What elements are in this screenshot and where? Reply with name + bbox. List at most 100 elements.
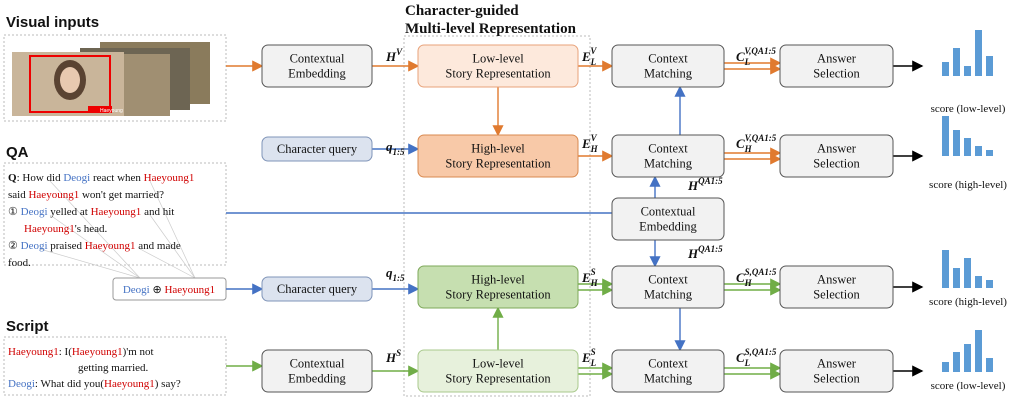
edge-label: CHV,QA1:5 [736, 133, 777, 154]
text-segment: said [8, 189, 28, 201]
text-segment: : How did [17, 172, 64, 184]
module-box [261, 349, 373, 393]
text-segment: Haeyoung1 [85, 240, 136, 252]
edge-label-sub: 1:5 [393, 273, 405, 283]
section-label: QA [6, 144, 29, 161]
text-segment: Deogi [21, 206, 48, 218]
edge-label-sub: L [744, 358, 751, 368]
edge-label: EHS [581, 267, 599, 288]
edge-label: q1:5 [386, 139, 405, 157]
text-line: food. [8, 257, 31, 269]
text-segment: Haeyoung1 [28, 189, 79, 201]
text-segment: Haeyoung1 [24, 223, 75, 235]
text-line: Haeyoung1's head. [24, 223, 107, 235]
score-label: score (low-level) [931, 380, 1006, 392]
module-frame [403, 35, 591, 397]
edge-label: ELS [581, 347, 597, 368]
edge-label-base: H [385, 49, 397, 64]
edge-label-base: E [581, 49, 591, 64]
edge-label-sub: 1:5 [393, 147, 405, 157]
edge-label-base: C [736, 136, 745, 151]
box-label: Embedding [639, 220, 697, 234]
edge-label: HQA1:5 [687, 176, 723, 193]
text-segment: : I( [59, 346, 72, 358]
edge-label-sup: S,QA1:5 [745, 347, 777, 357]
edge-label-sub: L [590, 358, 597, 368]
module-box [611, 265, 725, 309]
edge-label-sup: V,QA1:5 [744, 46, 776, 56]
box-label: High-level [471, 142, 525, 156]
edge-label-sup: S,QA1:5 [745, 267, 777, 277]
edge-label-base: q [386, 139, 393, 154]
text-line: Deogi ⊕ Haeyoung1 [123, 284, 215, 296]
edge-label-sub: H [590, 144, 599, 154]
edge-label-sup: S [591, 347, 596, 357]
score-label: score (low-level) [931, 103, 1006, 115]
text-segment: food. [8, 257, 31, 269]
text-segment: Q [8, 172, 17, 184]
box-label: Selection [813, 372, 860, 386]
text-segment: : What did you( [35, 378, 104, 390]
text-segment: Haeyoung1 [72, 346, 123, 358]
edge-label-base: C [736, 49, 745, 64]
text-segment: Haeyoung1 [164, 284, 215, 296]
text-segment: ) say? [155, 378, 181, 390]
text-line: Q: How did Deogi react when Haeyoung1 [8, 172, 194, 184]
box-label: Story Representation [445, 288, 551, 302]
edge-label-base: C [736, 270, 745, 285]
text-segment: Haeyoung1 [8, 346, 59, 358]
edge-label-sup: QA1:5 [698, 176, 723, 186]
box-label: Contextual [641, 205, 696, 219]
module-box [261, 136, 373, 162]
edge-label-base: E [581, 350, 591, 365]
box-label: Story Representation [445, 372, 551, 386]
edge-label-base: H [385, 350, 397, 365]
module-box [779, 134, 894, 178]
text-segment: praised [48, 240, 85, 252]
edge-label-sup: QA1:5 [698, 244, 723, 254]
edge-label-sub: L [744, 57, 751, 67]
text-line: ① Deogi yelled at Haeyoung1 and hit [8, 206, 174, 218]
edge-label-sub: L [590, 57, 597, 67]
box-label: Answer [817, 52, 857, 66]
text-segment: getting married. [78, 362, 149, 374]
module-box [779, 44, 894, 88]
box-label: Matching [644, 67, 693, 81]
box-label: Contextual [290, 357, 345, 371]
edge-label: EHV [581, 133, 599, 154]
box-label: Answer [817, 357, 857, 371]
box-label: Story Representation [445, 157, 551, 171]
edge-label: q1:5 [386, 265, 405, 283]
edge-label-base: q [386, 265, 393, 280]
score-icons [942, 30, 993, 372]
box-label: Selection [813, 157, 860, 171]
section-label: Script [6, 318, 49, 335]
text-line: ② Deogi praised Haeyoung1 and made [8, 240, 181, 252]
text-segment: Deogi [123, 284, 150, 296]
module-box [611, 349, 725, 393]
text-segment: won't get married? [79, 189, 164, 201]
box-label: Story Representation [445, 67, 551, 81]
box-label: Matching [644, 372, 693, 386]
box-label: Selection [813, 288, 860, 302]
edge-label-sup: S [591, 267, 596, 277]
box-label: Low-level [472, 357, 524, 371]
box-label: Answer [817, 273, 857, 287]
box-label: Matching [644, 288, 693, 302]
edge-label: ELV [581, 46, 597, 67]
edge-label-base: E [581, 270, 591, 285]
text-segment: and hit [141, 206, 174, 218]
box-label: Answer [817, 142, 857, 156]
box-label: Selection [813, 67, 860, 81]
edge-label-sup: V [396, 47, 403, 57]
edge-label-base: E [581, 136, 591, 151]
text-segment: )'m not [123, 346, 154, 358]
box-label: Embedding [288, 67, 346, 81]
module-box [261, 276, 373, 302]
module-box [779, 265, 894, 309]
section-label: Visual inputs [6, 14, 99, 31]
image-caption: Haeyoung [100, 108, 123, 114]
module-box [611, 197, 725, 241]
